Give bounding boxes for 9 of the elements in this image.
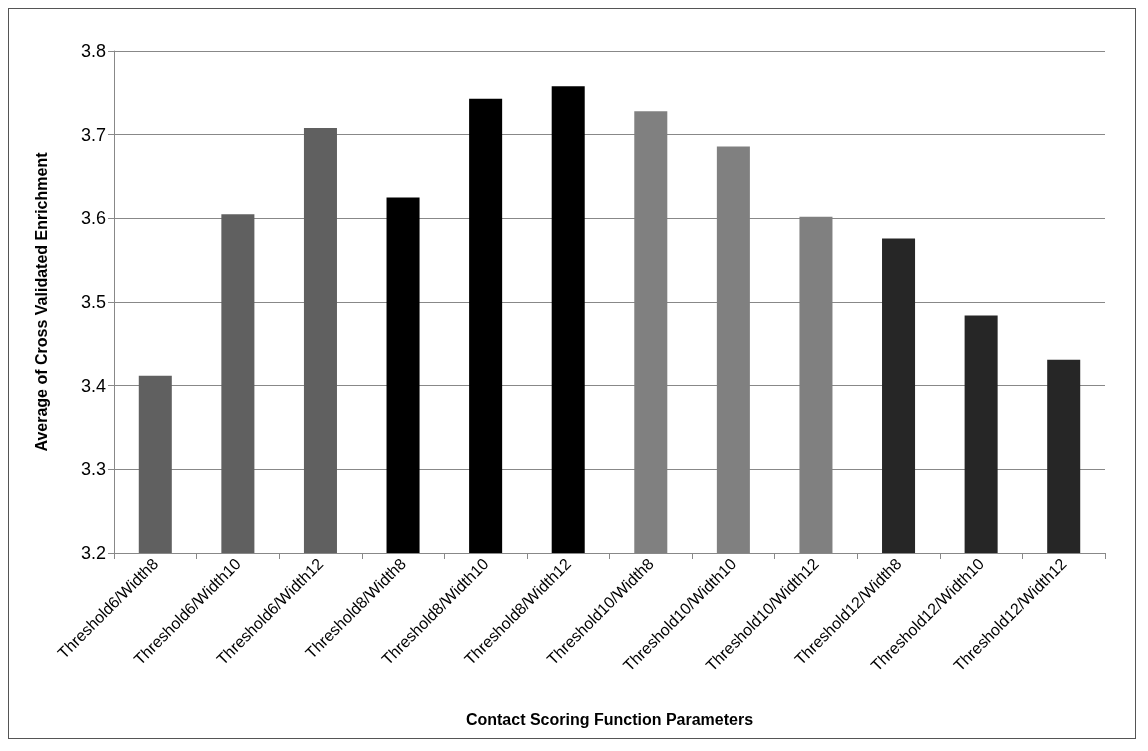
y-tick-label: 3.7 (80, 124, 106, 145)
y-tick-label: 3.3 (80, 459, 106, 480)
y-tick-label: 3.8 (80, 41, 106, 61)
y-tick-label: 3.5 (80, 292, 106, 312)
y-axis-title: Average of Cross Validated Enrichment (32, 151, 50, 452)
y-tick-label: 3.2 (80, 543, 106, 563)
y-tick-label: 3.4 (80, 375, 106, 396)
y-tick-label: 3.6 (80, 208, 106, 229)
x-axis-title: Contact Scoring Function Parameters (465, 710, 754, 728)
